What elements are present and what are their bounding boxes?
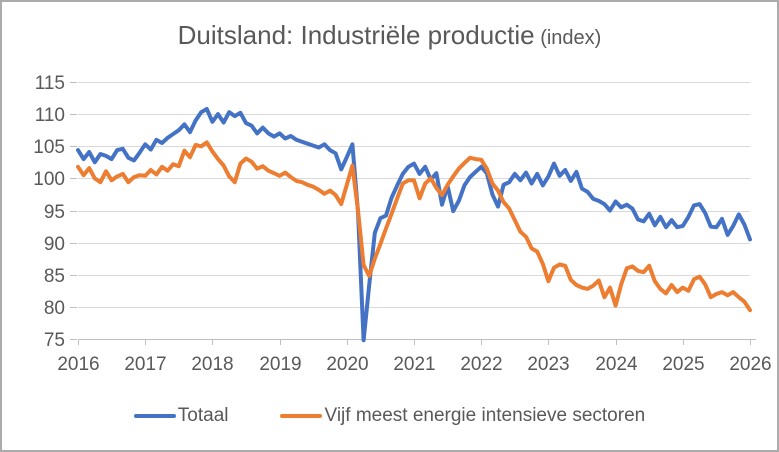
y-tick-label: 90 (44, 234, 65, 255)
x-tick-label: 2023 (527, 354, 569, 375)
x-tick-label: 2026 (729, 354, 771, 375)
series-line-energie-sectoren (76, 140, 752, 313)
x-tick-label: 2024 (595, 354, 638, 375)
chart-title: Duitsland: Industriële productie (index) (2, 18, 777, 55)
x-tick-label: 2025 (662, 354, 704, 375)
legend-item-energie-sectoren: Vijf meest energie intensieve sectoren (280, 405, 645, 427)
gridlines (78, 82, 750, 308)
legend-item-totaal: Totaal (133, 405, 229, 427)
y-tick-label: 105 (33, 137, 65, 158)
x-tick-label: 2020 (326, 354, 368, 375)
x-tick-label: 2021 (393, 354, 435, 375)
energie-line-marker (280, 413, 323, 419)
x-tick-label: 2018 (191, 354, 233, 375)
y-tick-label: 115 (35, 73, 65, 94)
totaal-line-marker (133, 413, 176, 419)
chart-title-text: Duitsland: Industriële productie (177, 20, 535, 50)
series-line-totaal (76, 107, 752, 343)
y-tick-label: 75 (44, 330, 65, 351)
chart-title-suffix: (index) (534, 27, 602, 49)
x-tick-label: 2022 (460, 354, 502, 375)
y-tick-label: 80 (44, 298, 65, 319)
x-axis: 2016 2017 2018 2019 2020 2021 2022 2023 2024 2025… (57, 339, 772, 375)
y-tick-label: 110 (35, 105, 65, 126)
legend-label-energie-sectoren: Vijf meest energie intensieve sectoren (324, 405, 646, 426)
y-tick-label: 95 (44, 202, 65, 223)
legend-label-totaal: Totaal (177, 405, 229, 426)
legend: Totaal Vijf meest energie intensieve sec… (2, 400, 777, 432)
y-tick-label: 85 (44, 266, 65, 287)
x-tick-label: 2016 (57, 354, 99, 375)
x-tick-label: 2017 (124, 354, 166, 375)
x-tick-label: 2019 (259, 354, 301, 375)
y-tick-label: 100 (33, 169, 65, 190)
y-axis: 75 80 85 90 95 100 105 110 115 (33, 73, 77, 351)
series-lines (76, 107, 752, 343)
